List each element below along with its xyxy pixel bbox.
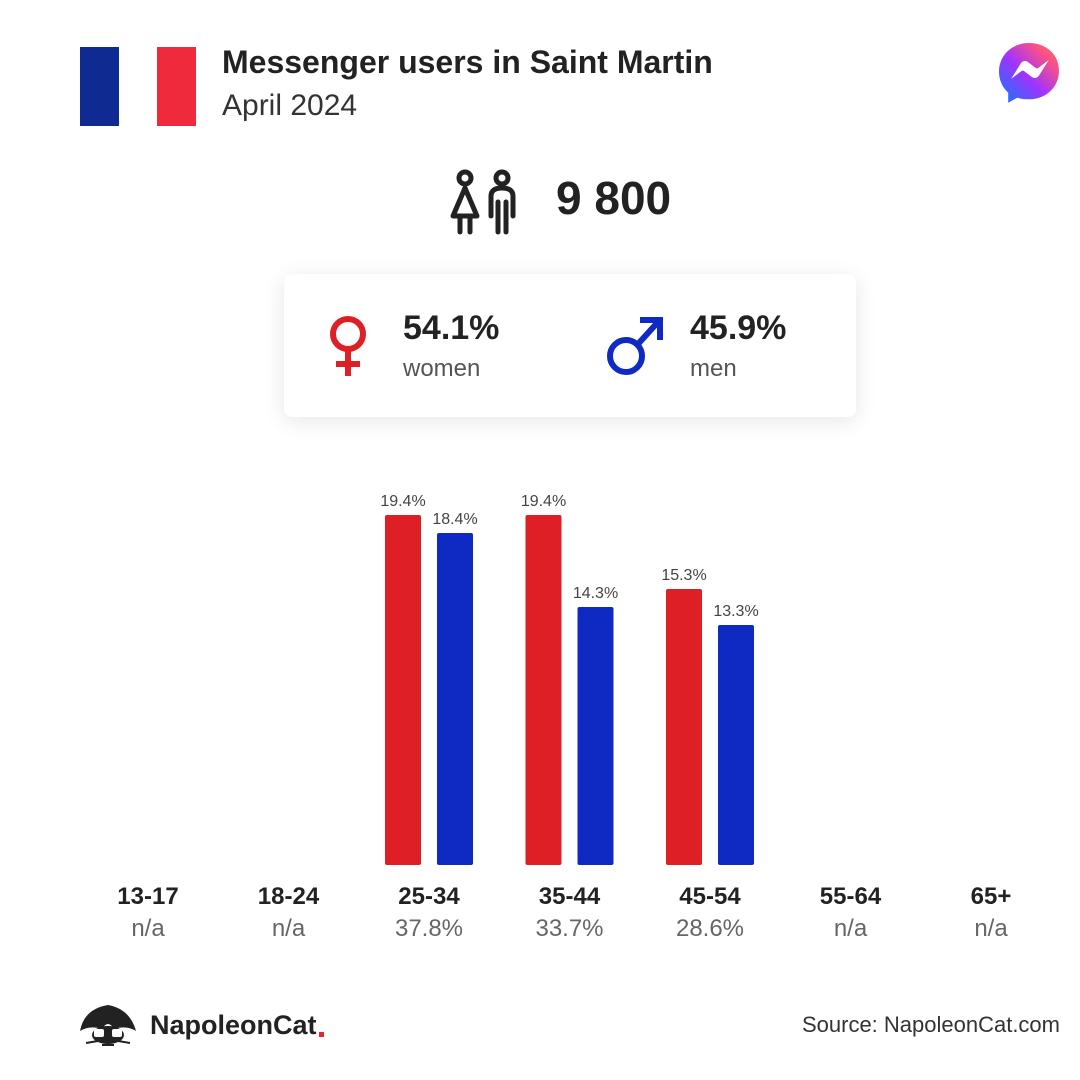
bar-label-25-34-1: 18.4%	[432, 511, 477, 528]
age-group-total: n/a	[271, 915, 306, 942]
men-label: men	[690, 355, 737, 382]
people-icon	[450, 169, 516, 235]
flag-stripe-red	[157, 47, 197, 126]
france-flag-icon	[80, 47, 197, 126]
men-percent: 45.9%	[690, 309, 787, 347]
age-group-total: 37.8%	[394, 915, 464, 942]
age-group: 25-34 37.8%	[359, 880, 499, 944]
age-group-label: 45-54	[679, 883, 741, 910]
male-symbol-icon	[607, 317, 663, 375]
bar-45-54-0	[666, 588, 702, 865]
age-group-total: n/a	[833, 915, 868, 942]
bar-label-25-34-0: 19.4%	[380, 493, 425, 510]
age-group-total: n/a	[974, 915, 1008, 942]
age-group-label: 35-44	[538, 883, 601, 910]
bar-35-44-0	[525, 515, 562, 865]
brand: NapoleonCat	[78, 1000, 324, 1050]
age-group: 13-17 n/a	[78, 880, 218, 944]
age-group-total: n/a	[131, 915, 165, 942]
bar-label-35-44-0: 19.4%	[521, 493, 566, 510]
flag-stripe-blue	[80, 47, 119, 126]
age-group-labels: 13-17 n/a 18-24 n/a 25-34 37.8% 35-44 33.7% 45-5…	[0, 880, 1080, 950]
age-group-label: 25-34	[398, 883, 460, 910]
age-group: 35-44 33.7%	[500, 880, 640, 944]
gender-card: 54.1% women 45.9% men	[284, 274, 856, 417]
flag-stripe-white	[118, 47, 158, 126]
age-group: 55-64 n/a	[781, 880, 921, 944]
age-group-label: 55-64	[819, 883, 882, 910]
bar-label-45-54-0: 15.3%	[661, 567, 706, 584]
page-subtitle: April 2024	[222, 89, 358, 122]
female-symbol-icon	[330, 316, 366, 376]
age-group: 18-24 n/a	[219, 880, 359, 944]
age-chart-svg: 19.4% 18.4% 19.4% 14.3% 15.3% 13.3%	[380, 493, 759, 865]
bar-label-35-44-1: 14.3%	[573, 585, 618, 602]
brand-dot	[318, 1031, 324, 1037]
age-group-total: 33.7%	[535, 915, 604, 942]
women-label: women	[403, 355, 481, 382]
napoleoncat-logo-icon	[80, 1005, 136, 1046]
messenger-logo-icon	[999, 43, 1059, 103]
page-title: Messenger users in Saint Martin	[222, 44, 713, 80]
age-group: 65+ n/a	[921, 880, 1061, 944]
bar-25-34-1	[437, 533, 473, 865]
age-group: 45-54 28.6%	[640, 880, 780, 944]
age-group-total: 28.6%	[675, 915, 745, 942]
source-text: Source: NapoleonCat.com	[801, 1012, 1060, 1037]
bar-25-34-0	[385, 515, 421, 865]
women-percent: 54.1%	[403, 309, 500, 347]
age-group-label: 18-24	[257, 883, 320, 910]
bar-label-45-54-1: 13.3%	[713, 603, 758, 620]
age-chart: 19.4% 18.4% 19.4% 14.3% 15.3% 13.3%	[0, 470, 1080, 870]
age-group-label: 13-17	[117, 883, 179, 910]
total-users-value: 9 800	[556, 172, 672, 224]
bar-35-44-1	[577, 607, 614, 865]
bar-45-54-1	[718, 625, 754, 865]
brand-name: NapoleonCat	[150, 1009, 317, 1040]
age-group-label: 65+	[970, 883, 1012, 910]
